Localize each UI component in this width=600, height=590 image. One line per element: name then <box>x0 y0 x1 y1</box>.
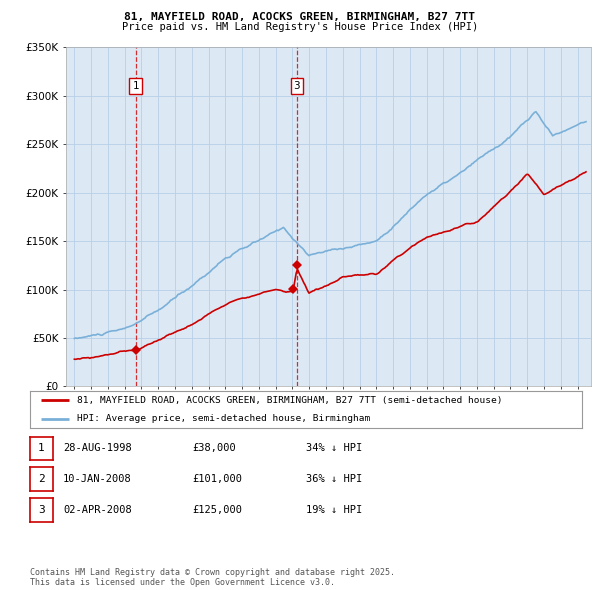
Text: 19% ↓ HPI: 19% ↓ HPI <box>306 505 362 514</box>
Text: 1: 1 <box>133 81 139 91</box>
Text: 81, MAYFIELD ROAD, ACOCKS GREEN, BIRMINGHAM, B27 7TT: 81, MAYFIELD ROAD, ACOCKS GREEN, BIRMING… <box>125 12 476 22</box>
Text: 36% ↓ HPI: 36% ↓ HPI <box>306 474 362 484</box>
Text: Contains HM Land Registry data © Crown copyright and database right 2025.
This d: Contains HM Land Registry data © Crown c… <box>30 568 395 587</box>
Text: 10-JAN-2008: 10-JAN-2008 <box>63 474 132 484</box>
Text: £101,000: £101,000 <box>192 474 242 484</box>
Text: 28-AUG-1998: 28-AUG-1998 <box>63 444 132 453</box>
Text: 34% ↓ HPI: 34% ↓ HPI <box>306 444 362 453</box>
Text: Price paid vs. HM Land Registry's House Price Index (HPI): Price paid vs. HM Land Registry's House … <box>122 22 478 32</box>
Text: 1: 1 <box>38 444 45 453</box>
Text: HPI: Average price, semi-detached house, Birmingham: HPI: Average price, semi-detached house,… <box>77 414 370 423</box>
Text: £38,000: £38,000 <box>192 444 236 453</box>
Text: £125,000: £125,000 <box>192 505 242 514</box>
Text: 02-APR-2008: 02-APR-2008 <box>63 505 132 514</box>
Text: 81, MAYFIELD ROAD, ACOCKS GREEN, BIRMINGHAM, B27 7TT (semi-detached house): 81, MAYFIELD ROAD, ACOCKS GREEN, BIRMING… <box>77 396 502 405</box>
Text: 2: 2 <box>38 474 45 484</box>
Text: 3: 3 <box>38 505 45 514</box>
Text: 3: 3 <box>293 81 300 91</box>
